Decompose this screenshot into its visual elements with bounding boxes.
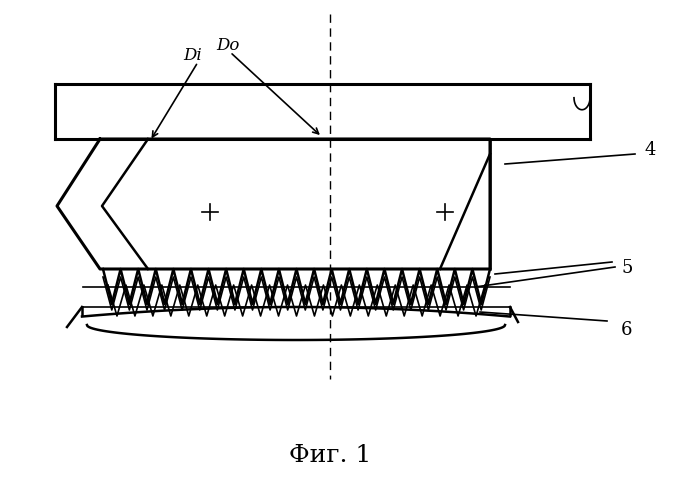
Polygon shape bbox=[57, 140, 490, 269]
Text: Di: Di bbox=[184, 46, 203, 63]
Text: 4: 4 bbox=[644, 141, 656, 159]
Text: 6: 6 bbox=[621, 320, 633, 338]
Text: Do: Do bbox=[216, 37, 240, 53]
Text: Фиг. 1: Фиг. 1 bbox=[289, 443, 371, 466]
Polygon shape bbox=[55, 85, 590, 140]
Text: 5: 5 bbox=[621, 259, 633, 276]
